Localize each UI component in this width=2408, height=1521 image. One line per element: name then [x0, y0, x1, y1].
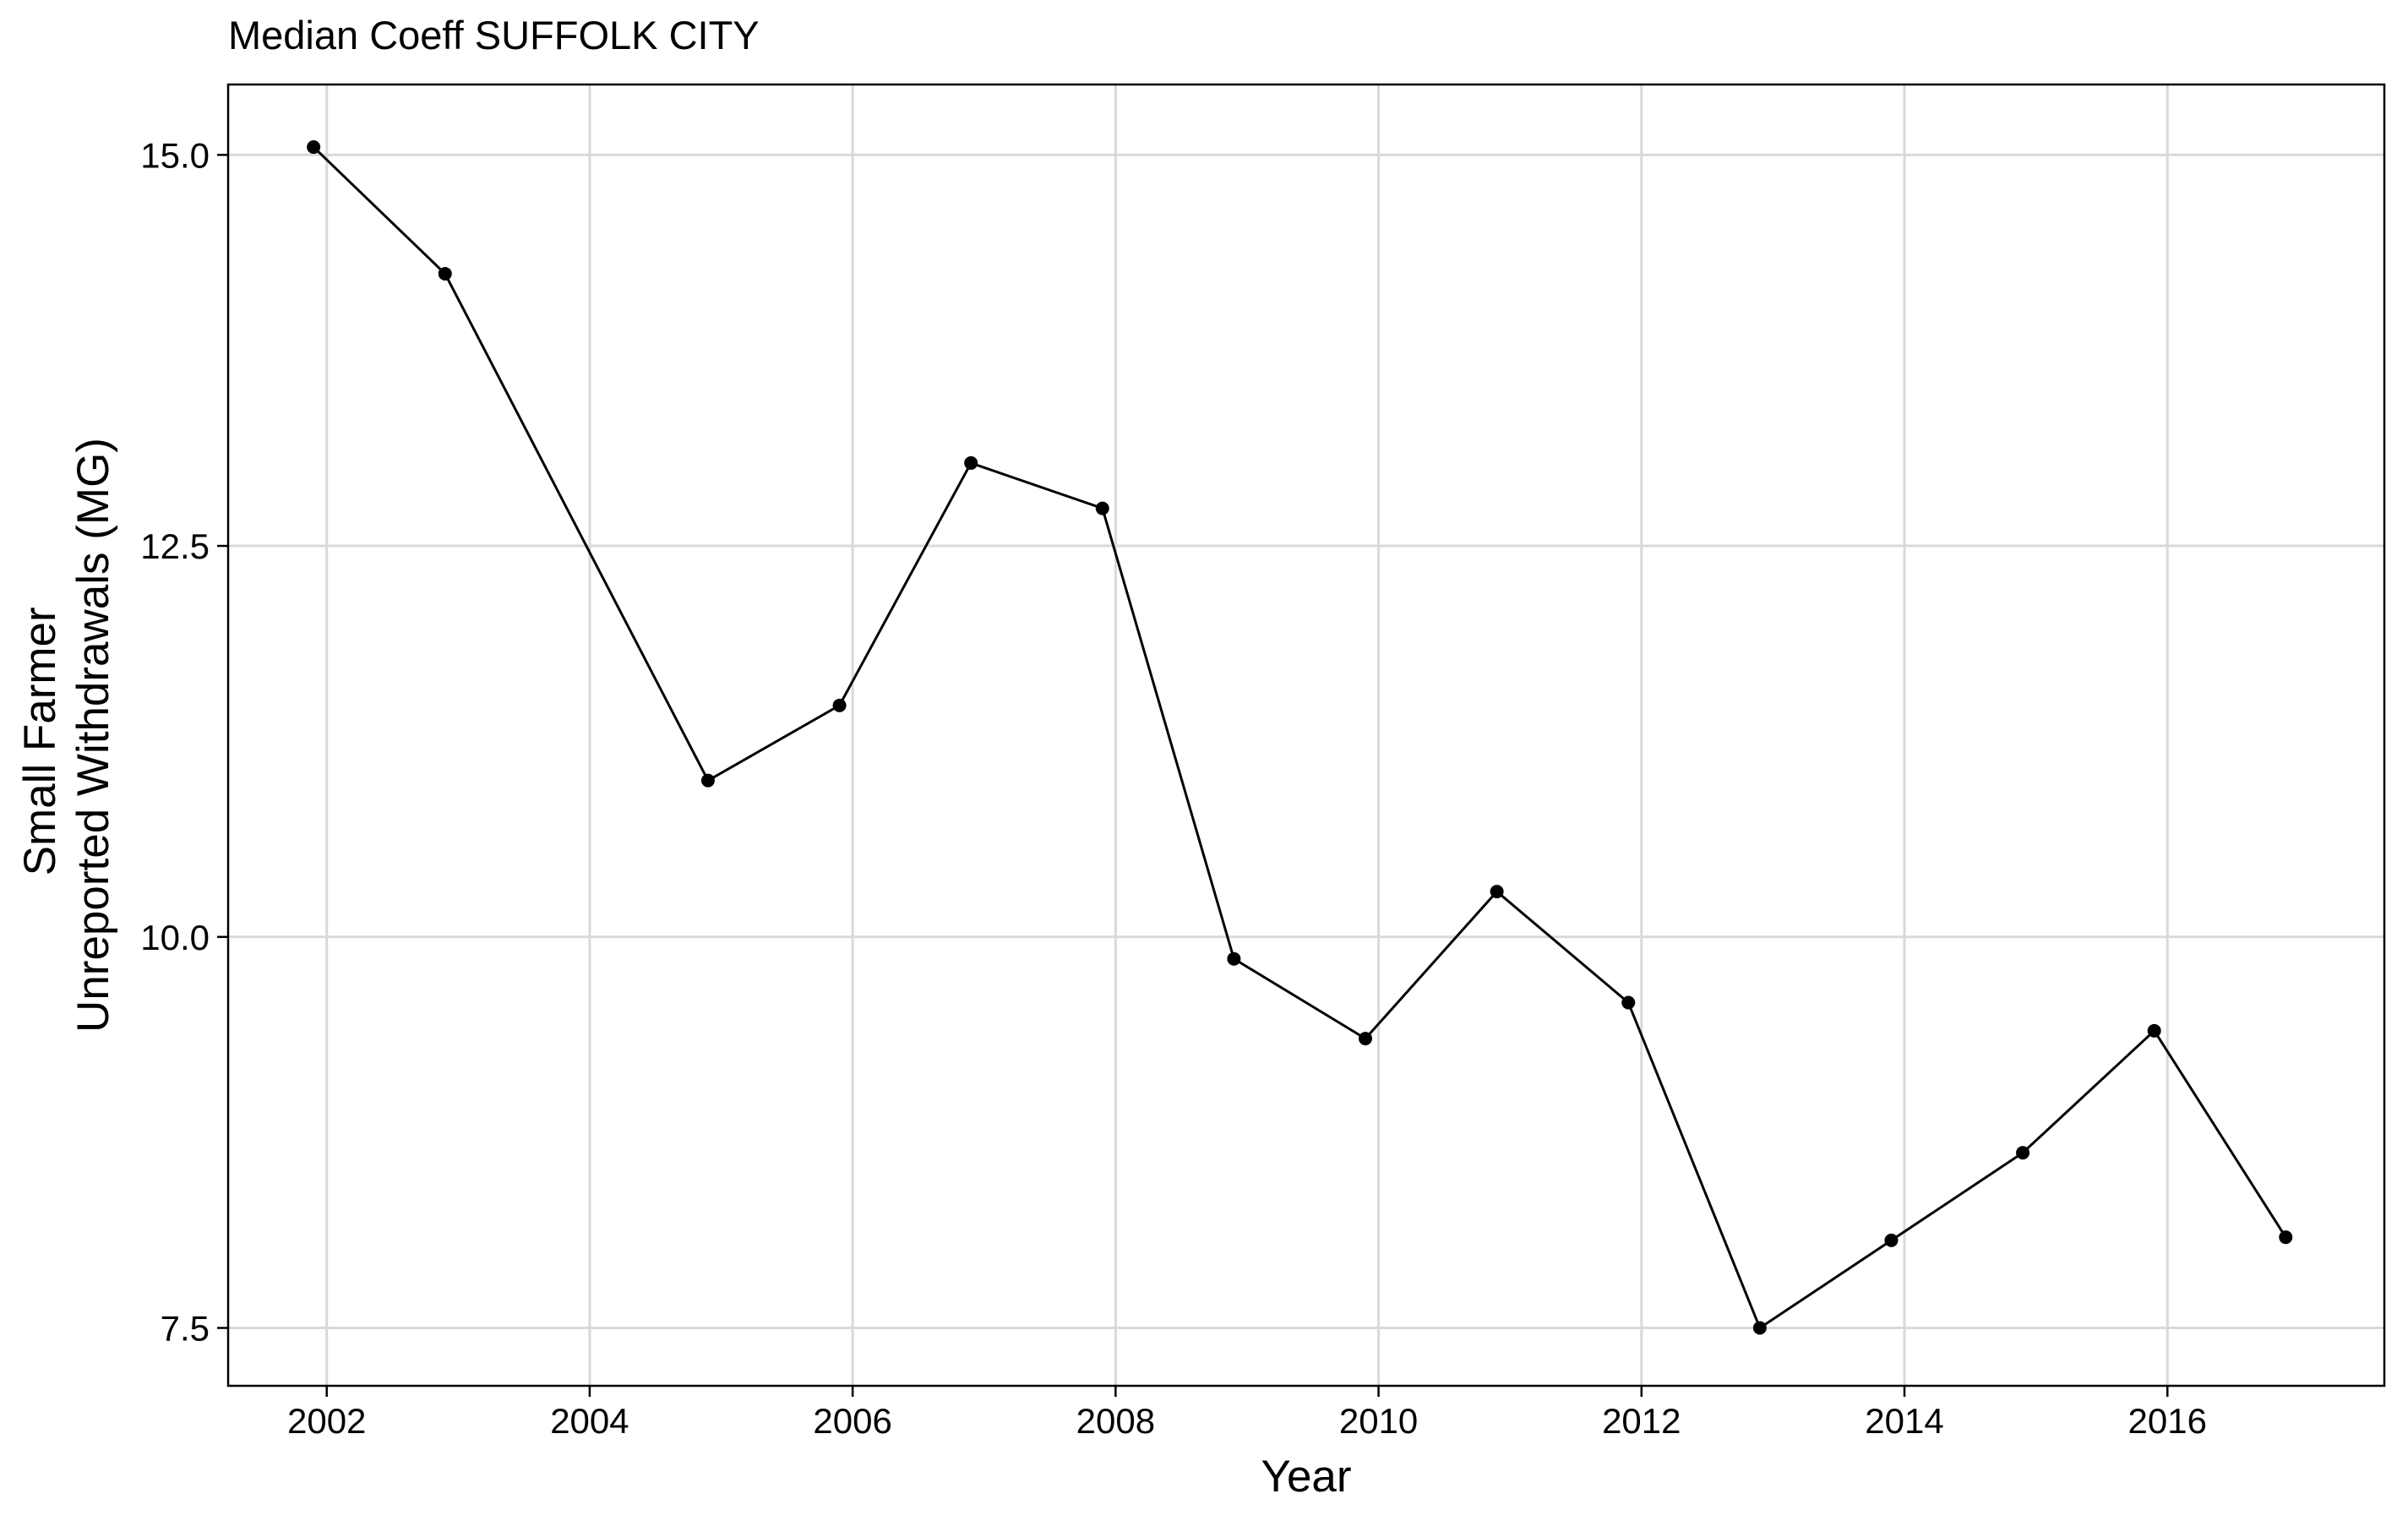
- series-line: [313, 145, 2287, 1330]
- x-tick-label: 2016: [2128, 1401, 2207, 1441]
- data-point: [700, 773, 715, 788]
- y-tick-label: 7.5: [161, 1309, 210, 1349]
- y-axis-label-line-2: Unreported Withdrawals (MG): [68, 438, 118, 1033]
- data-point: [1359, 1032, 1373, 1046]
- data-point: [1621, 995, 1636, 1010]
- data-point: [832, 698, 847, 712]
- axes: 2002 2004 2006 2008 2010 2012 2014 2016 7.5 10.0 1…: [140, 135, 2207, 1441]
- x-tick-label: 2006: [813, 1401, 891, 1441]
- data-point: [2147, 1023, 2161, 1038]
- y-tick-label: 15.0: [140, 135, 210, 175]
- y-axis-label: Small Farmer Unreported Withdrawals (MG): [15, 438, 118, 1033]
- x-tick-label: 2010: [1339, 1401, 1418, 1441]
- data-point: [2279, 1230, 2293, 1245]
- y-tick-label: 10.0: [140, 918, 210, 957]
- x-tick-label: 2004: [550, 1401, 629, 1441]
- data-point: [1490, 885, 1504, 899]
- series-layer: [307, 140, 2293, 1335]
- data-point: [1752, 1321, 1767, 1335]
- x-tick-label: 2014: [1865, 1401, 1943, 1441]
- x-tick-label: 2002: [287, 1401, 366, 1441]
- data-point: [1227, 951, 1241, 966]
- chart-title: Median Coeff SUFFOLK CITY: [228, 13, 760, 57]
- y-tick-label: 12.5: [140, 526, 210, 566]
- data-point: [1095, 501, 1109, 515]
- x-tick-label: 2008: [1076, 1401, 1155, 1441]
- x-axis-label: Year: [1261, 1452, 1351, 1502]
- x-tick-label: 2012: [1602, 1401, 1681, 1441]
- y-axis-label-line-1: Small Farmer: [15, 607, 65, 875]
- data-point: [1884, 1233, 1899, 1247]
- data-point: [307, 140, 321, 155]
- data-point: [964, 455, 978, 470]
- plot-panel: [226, 83, 2386, 1387]
- grid-lines: [228, 84, 2384, 1386]
- data-point: [438, 266, 452, 281]
- data-point: [2016, 1146, 2030, 1160]
